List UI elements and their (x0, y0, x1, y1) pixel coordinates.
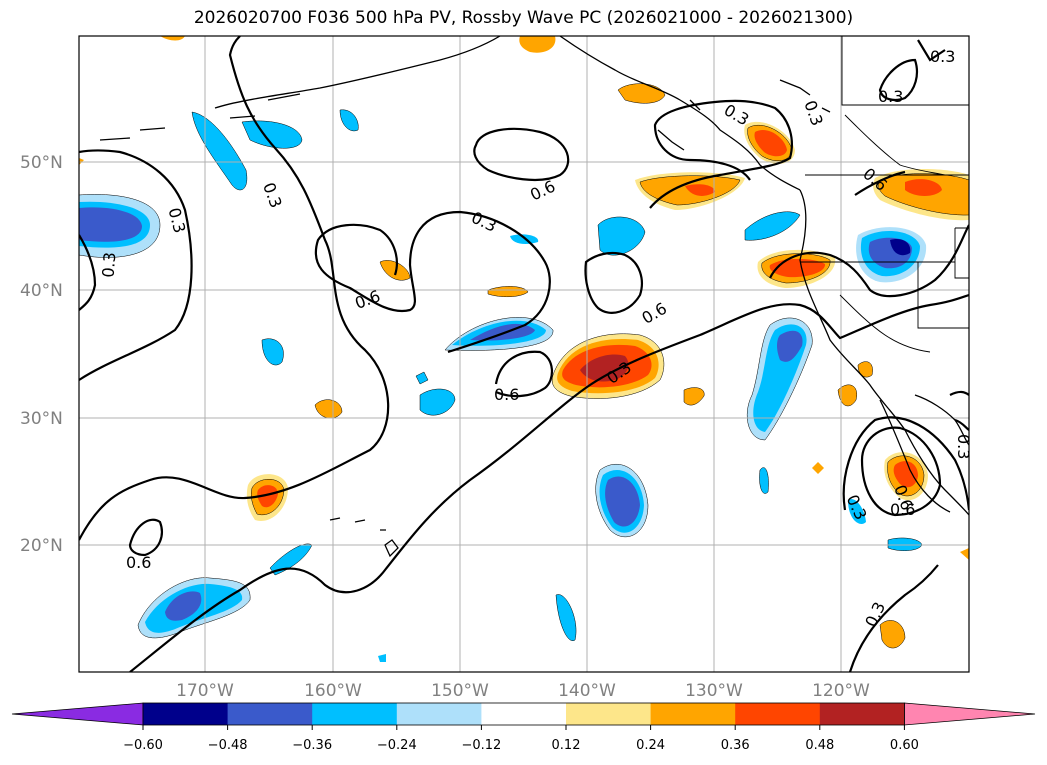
positive-anomaly (683, 387, 705, 406)
colorbar-outline (142, 702, 905, 726)
colorbar-extend-high (904, 702, 1036, 726)
negative-anomaly (890, 239, 911, 256)
lon-label: 130°W (685, 681, 743, 701)
colorbar-segment (566, 703, 652, 725)
lat-label: 30°N (20, 409, 63, 429)
lat-label: 50°N (20, 153, 63, 173)
pv-contours (79, 36, 969, 672)
contour-label: 0.6 (126, 553, 151, 572)
colorbar-tick-label: −0.36 (292, 738, 332, 753)
lon-label: 150°W (431, 681, 489, 701)
colorbar-segment (819, 703, 905, 725)
colorbar-tick-label: −0.48 (208, 738, 248, 753)
graticule (79, 36, 969, 672)
colorbar-tick-label: −0.12 (461, 738, 501, 753)
contour-label: 0.6 (494, 385, 519, 404)
political-borders (800, 36, 969, 353)
colorbar-tick-label: 0.12 (552, 738, 581, 753)
negative-anomaly (241, 120, 303, 149)
lon-label: 140°W (558, 681, 616, 701)
map-title: 2026020700 F036 500 hPa PV, Rossby Wave … (193, 8, 854, 28)
negative-anomaly (744, 211, 801, 241)
pv-fill-layer (79, 36, 969, 662)
colorbar-segment (735, 703, 821, 725)
positive-anomaly (905, 179, 942, 196)
positive-anomaly (685, 184, 715, 196)
negative-anomaly (848, 499, 866, 524)
positive-anomaly (580, 354, 629, 382)
colorbar-segment (227, 703, 313, 725)
longitude-labels: 170°W 160°W 150°W 140°W 130°W 120°W (176, 681, 870, 701)
positive-anomaly (257, 485, 278, 508)
positive-anomaly (314, 399, 343, 419)
lat-label: 40°N (20, 281, 63, 301)
colorbar: −0.60 −0.48 −0.36 −0.24 −0.12 0.12 0.24 0.36 0.4… (11, 702, 1036, 753)
negative-anomaly (79, 207, 142, 242)
positive-anomaly (519, 36, 556, 53)
negative-anomaly (605, 476, 640, 527)
latitude-labels: 50°N 40°N 30°N 20°N (20, 153, 63, 556)
contour-label: 0.3 (878, 87, 903, 106)
positive-anomaly (379, 260, 411, 281)
lon-label: 160°W (304, 681, 362, 701)
colorbar-tick-label: −0.60 (123, 738, 163, 753)
colorbar-segment (143, 703, 229, 725)
negative-anomaly (419, 388, 456, 416)
colorbar-tick-label: −0.24 (377, 738, 417, 753)
negative-anomaly (165, 591, 202, 621)
map-border (78, 35, 970, 673)
negative-anomaly (415, 371, 429, 385)
contour-label: 0.6 (890, 500, 915, 519)
positive-anomaly (960, 548, 969, 560)
positive-anomaly (617, 83, 666, 104)
negative-anomaly (510, 234, 539, 244)
positive-anomaly (893, 461, 918, 488)
lon-label: 120°W (812, 681, 870, 701)
contour-label: 0.3 (98, 251, 119, 278)
positive-anomaly (812, 462, 824, 474)
negative-anomaly (339, 109, 359, 132)
colorbar-segment (650, 703, 736, 725)
negative-anomaly (261, 338, 284, 366)
colorbar-segment (396, 703, 482, 725)
coastlines (99, 36, 969, 558)
colorbar-segment (481, 703, 567, 725)
lon-label: 170°W (176, 681, 234, 701)
colorbar-tick-label: 0.36 (721, 738, 750, 753)
positive-anomaly (487, 286, 529, 297)
positive-anomaly (754, 130, 787, 157)
positive-anomaly (160, 36, 185, 41)
contour-label: 0.3 (930, 47, 955, 66)
colorbar-tick-label: 0.24 (636, 738, 665, 753)
negative-anomaly (378, 654, 386, 662)
colorbar-tick-label: 0.48 (805, 738, 834, 753)
contour-label: 0.3 (954, 434, 973, 459)
lat-label: 20°N (20, 536, 63, 556)
negative-anomaly (777, 330, 803, 362)
colorbar-extend-low (11, 702, 144, 726)
positive-anomaly (879, 620, 906, 649)
negative-anomaly (597, 216, 646, 256)
negative-anomaly (759, 467, 769, 494)
positive-anomaly (837, 384, 858, 407)
negative-anomaly (555, 594, 577, 641)
colorbar-tick-label: 0.60 (890, 738, 919, 753)
colorbar-segment (312, 703, 398, 725)
